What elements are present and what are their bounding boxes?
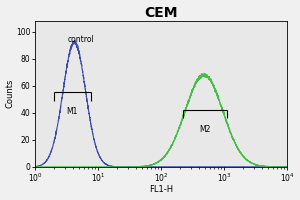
X-axis label: FL1-H: FL1-H [149,185,173,194]
Title: CEM: CEM [144,6,178,20]
Text: M1: M1 [67,107,78,116]
Y-axis label: Counts: Counts [6,79,15,108]
Text: M2: M2 [200,125,211,134]
Text: control: control [68,35,95,44]
